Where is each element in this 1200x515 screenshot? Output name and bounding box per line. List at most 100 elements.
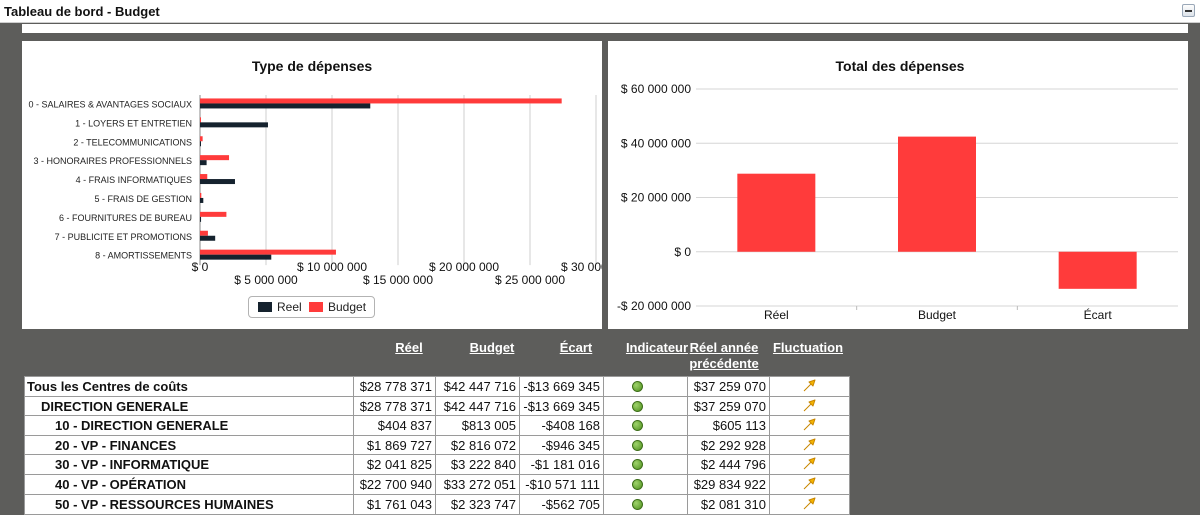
category-label: 2 - TELECOMMUNICATIONS (73, 137, 192, 147)
col-header-ecart[interactable]: Écart (559, 340, 593, 355)
chart-legend: Reel Budget (248, 296, 375, 318)
prec-value: $29 834 922 (687, 474, 769, 494)
up-arrow-icon (803, 379, 816, 392)
prec-value: $2 292 928 (687, 435, 769, 455)
reel-value: $28 778 371 (353, 396, 435, 416)
legend-swatch-budget (309, 302, 323, 312)
category-label: 8 - AMORTISSEMENTS (95, 251, 192, 261)
window-titlebar: Tableau de bord - Budget (0, 0, 1200, 23)
x-category-label: Réel (764, 308, 789, 322)
table-row[interactable]: 20 - VP - FINANCES $1 869 727 $2 816 072 -$… (25, 435, 849, 456)
reel-value: $2 041 825 (353, 455, 435, 474)
legend-swatch-reel (258, 302, 272, 312)
bar-reel (200, 235, 216, 241)
green-dot-icon (632, 478, 643, 490)
x-category-label: Écart (1084, 307, 1113, 322)
col-header-indicateur[interactable]: Indicateur (625, 340, 689, 355)
bar-reel (200, 197, 204, 203)
x-tick-label: $ 25 000 000 (495, 273, 565, 287)
indicator-cell (603, 494, 687, 515)
bar-reel (200, 254, 272, 260)
prec-value: $2 444 796 (687, 455, 769, 474)
up-arrow-icon (803, 457, 816, 470)
bar-reel (200, 141, 201, 147)
col-header-budget[interactable]: Budget (469, 340, 515, 355)
bar-budget (200, 230, 208, 236)
total-expenses-chart-panel: Total des dépenses $ 60 000 000 $ 40 000 0… (608, 41, 1188, 329)
reel-value: $22 700 940 (353, 474, 435, 494)
collapse-icon[interactable] (1182, 4, 1195, 17)
col-header-fluctuation[interactable]: Fluctuation (772, 340, 844, 355)
table-row[interactable]: DIRECTION GENERALE $28 778 371 $42 447 716… (25, 396, 851, 417)
x-category-label: Budget (918, 308, 957, 322)
up-arrow-icon (803, 497, 816, 509)
category-label: 5 - FRAIS DE GESTION (94, 194, 192, 204)
cost-center-name[interactable]: DIRECTION GENERALE (41, 398, 189, 414)
y-tick-label: $ 0 (674, 245, 691, 259)
up-arrow-icon (803, 438, 816, 451)
budget-value: $33 272 051 (435, 474, 519, 494)
col-header-reel-annee-precedente[interactable]: Réel année précédente (689, 340, 759, 371)
bar-budget (200, 174, 208, 180)
expense-type-chart: Type de dépenses 0 - SALAIRES & AVANTAGES… (28, 58, 602, 287)
budget-value: $42 447 716 (435, 377, 519, 396)
fluctuation-cell (769, 416, 851, 435)
up-arrow-icon (803, 399, 816, 411)
indicator-cell (603, 396, 687, 416)
x-tick-label: $ 30 000 000 (561, 260, 602, 274)
ecart-value: -$1 181 016 (519, 455, 603, 474)
y-tick-label: $ 60 000 000 (621, 82, 691, 96)
table-row[interactable]: 30 - VP - INFORMATIQUE $2 041 825 $3 222 8… (25, 455, 849, 475)
reel-value: $1 869 727 (353, 435, 435, 455)
fluctuation-cell (769, 494, 851, 515)
bar-reel (200, 103, 371, 109)
cost-center-name[interactable]: 30 - VP - INFORMATIQUE (55, 457, 210, 473)
cost-center-name[interactable]: Tous les Centres de coûts (27, 379, 188, 394)
table-row[interactable]: Tous les Centres de coûts $28 778 371 $42 … (25, 377, 849, 397)
col-header-reel[interactable]: Réel (395, 340, 423, 355)
x-tick-label: $ 20 000 000 (429, 260, 499, 274)
indicator-cell (603, 435, 687, 455)
cost-center-name[interactable]: 50 - VP - RESSOURCES HUMAINES (55, 496, 274, 512)
y-tick-label: $ 20 000 000 (621, 191, 691, 205)
cost-center-name[interactable]: 20 - VP - FINANCES (55, 437, 177, 453)
cost-center-name[interactable]: 40 - VP - OPÉRATION (55, 476, 186, 492)
budget-value: $813 005 (435, 416, 519, 435)
legend-label-reel: Reel (277, 300, 302, 314)
ecart-value: -$408 168 (519, 416, 603, 435)
y-tick-label: -$ 20 000 000 (617, 299, 691, 313)
y-tick-label: $ 40 000 000 (621, 136, 691, 150)
green-dot-icon (632, 498, 643, 510)
x-tick-label: $ 15 000 000 (363, 273, 433, 287)
green-dot-icon (632, 439, 643, 451)
table-row[interactable]: 10 - DIRECTION GENERALE $404 837 $813 005-… (25, 416, 849, 436)
budget-value: $2 323 747 (435, 494, 519, 515)
bar-reel (200, 160, 207, 166)
fluctuation-cell (769, 396, 851, 416)
ecart-value: -$946 345 (519, 435, 603, 455)
table-row[interactable]: 40 - VP - OPÉRATION $22 700 940 $33 272 05… (25, 474, 851, 495)
indicator-cell (603, 416, 687, 435)
green-dot-icon (632, 400, 643, 412)
prec-value: $2 081 310 (687, 494, 769, 515)
cost-center-name[interactable]: 10 - DIRECTION GENERALE (55, 418, 229, 434)
table-row[interactable]: 50 - VP - RESSOURCES HUMAINES $1 761 043 $… (25, 494, 851, 515)
top-strip (22, 24, 1188, 33)
green-dot-icon (632, 459, 643, 471)
fluctuation-cell (769, 455, 851, 474)
total-expenses-chart: Total des dépenses $ 60 000 000 $ 40 000 0… (617, 58, 1178, 322)
up-arrow-icon (803, 418, 816, 431)
fluctuation-cell (769, 474, 851, 494)
green-dot-icon (632, 381, 643, 392)
prec-value: $37 259 070 (687, 377, 769, 396)
category-label: 1 - LOYERS ET ENTRETIEN (75, 118, 192, 128)
budget-value: $3 222 840 (435, 455, 519, 474)
green-dot-icon (632, 420, 643, 432)
bar-total (898, 136, 976, 252)
bar-budget (200, 192, 202, 198)
chart-title: Total des dépenses (836, 58, 965, 74)
category-label: 6 - FOURNITURES DE BUREAU (59, 213, 192, 223)
up-arrow-icon (803, 477, 816, 490)
ecart-value: -$562 705 (519, 494, 603, 515)
bar-budget (200, 211, 227, 217)
